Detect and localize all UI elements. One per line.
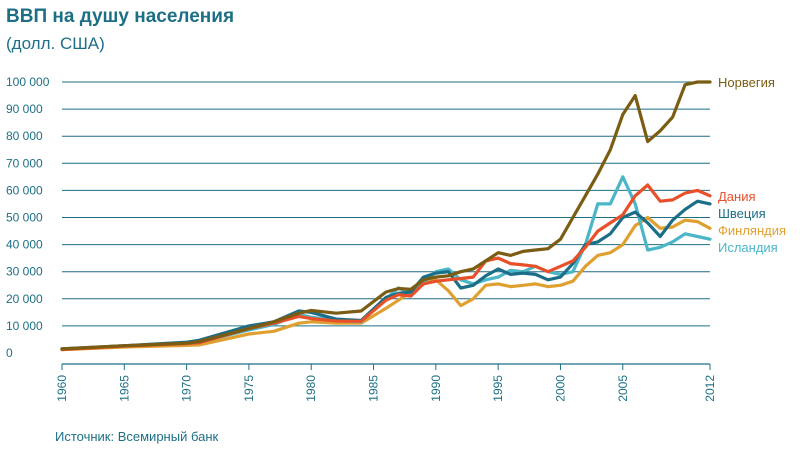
x-tick-label: 1960 xyxy=(55,375,69,402)
y-tick-label: 60 000 xyxy=(6,183,43,197)
chart-subtitle: (долл. США) xyxy=(6,34,105,53)
series-line-2 xyxy=(60,199,712,351)
y-tick-label: 50 000 xyxy=(6,211,43,225)
legend-label: Финляндия xyxy=(718,223,786,238)
chart-title: ВВП на душу населения xyxy=(6,6,235,27)
y-tick-label: 90 000 xyxy=(6,102,43,116)
x-tick-label: 2012 xyxy=(703,375,717,402)
legend-label: Исландия xyxy=(718,240,778,255)
x-tick-label: 1975 xyxy=(242,375,256,402)
y-tick-label: 80 000 xyxy=(6,129,43,143)
x-tick-label: 2000 xyxy=(553,375,567,402)
series-line-4 xyxy=(60,175,712,351)
y-tick-label: 30 000 xyxy=(6,265,43,279)
x-tick-label: 1995 xyxy=(491,375,505,402)
x-tick-label: 1985 xyxy=(367,375,381,402)
source-note: Источник: Всемирный банк xyxy=(55,429,219,444)
x-tick-label: 1990 xyxy=(429,375,443,402)
series-line-1 xyxy=(60,183,712,352)
x-tick-label: 1970 xyxy=(180,375,194,402)
series-line-0 xyxy=(60,80,712,351)
y-tick-label: 40 000 xyxy=(6,238,43,252)
legend-label: Норвегия xyxy=(718,75,775,90)
y-tick-label: 0 xyxy=(6,346,13,360)
x-tick-label: 1965 xyxy=(117,375,131,402)
legend-label: Дания xyxy=(718,189,756,204)
y-tick-label: 20 000 xyxy=(6,292,43,306)
series-line-3 xyxy=(60,215,712,352)
y-tick-label: 70 000 xyxy=(6,156,43,170)
x-tick-label: 1980 xyxy=(304,375,318,402)
legend-label: Швеция xyxy=(718,206,766,221)
y-tick-label: 100 000 xyxy=(6,75,50,89)
x-tick-label: 2005 xyxy=(616,375,630,402)
y-tick-label: 10 000 xyxy=(6,319,43,333)
